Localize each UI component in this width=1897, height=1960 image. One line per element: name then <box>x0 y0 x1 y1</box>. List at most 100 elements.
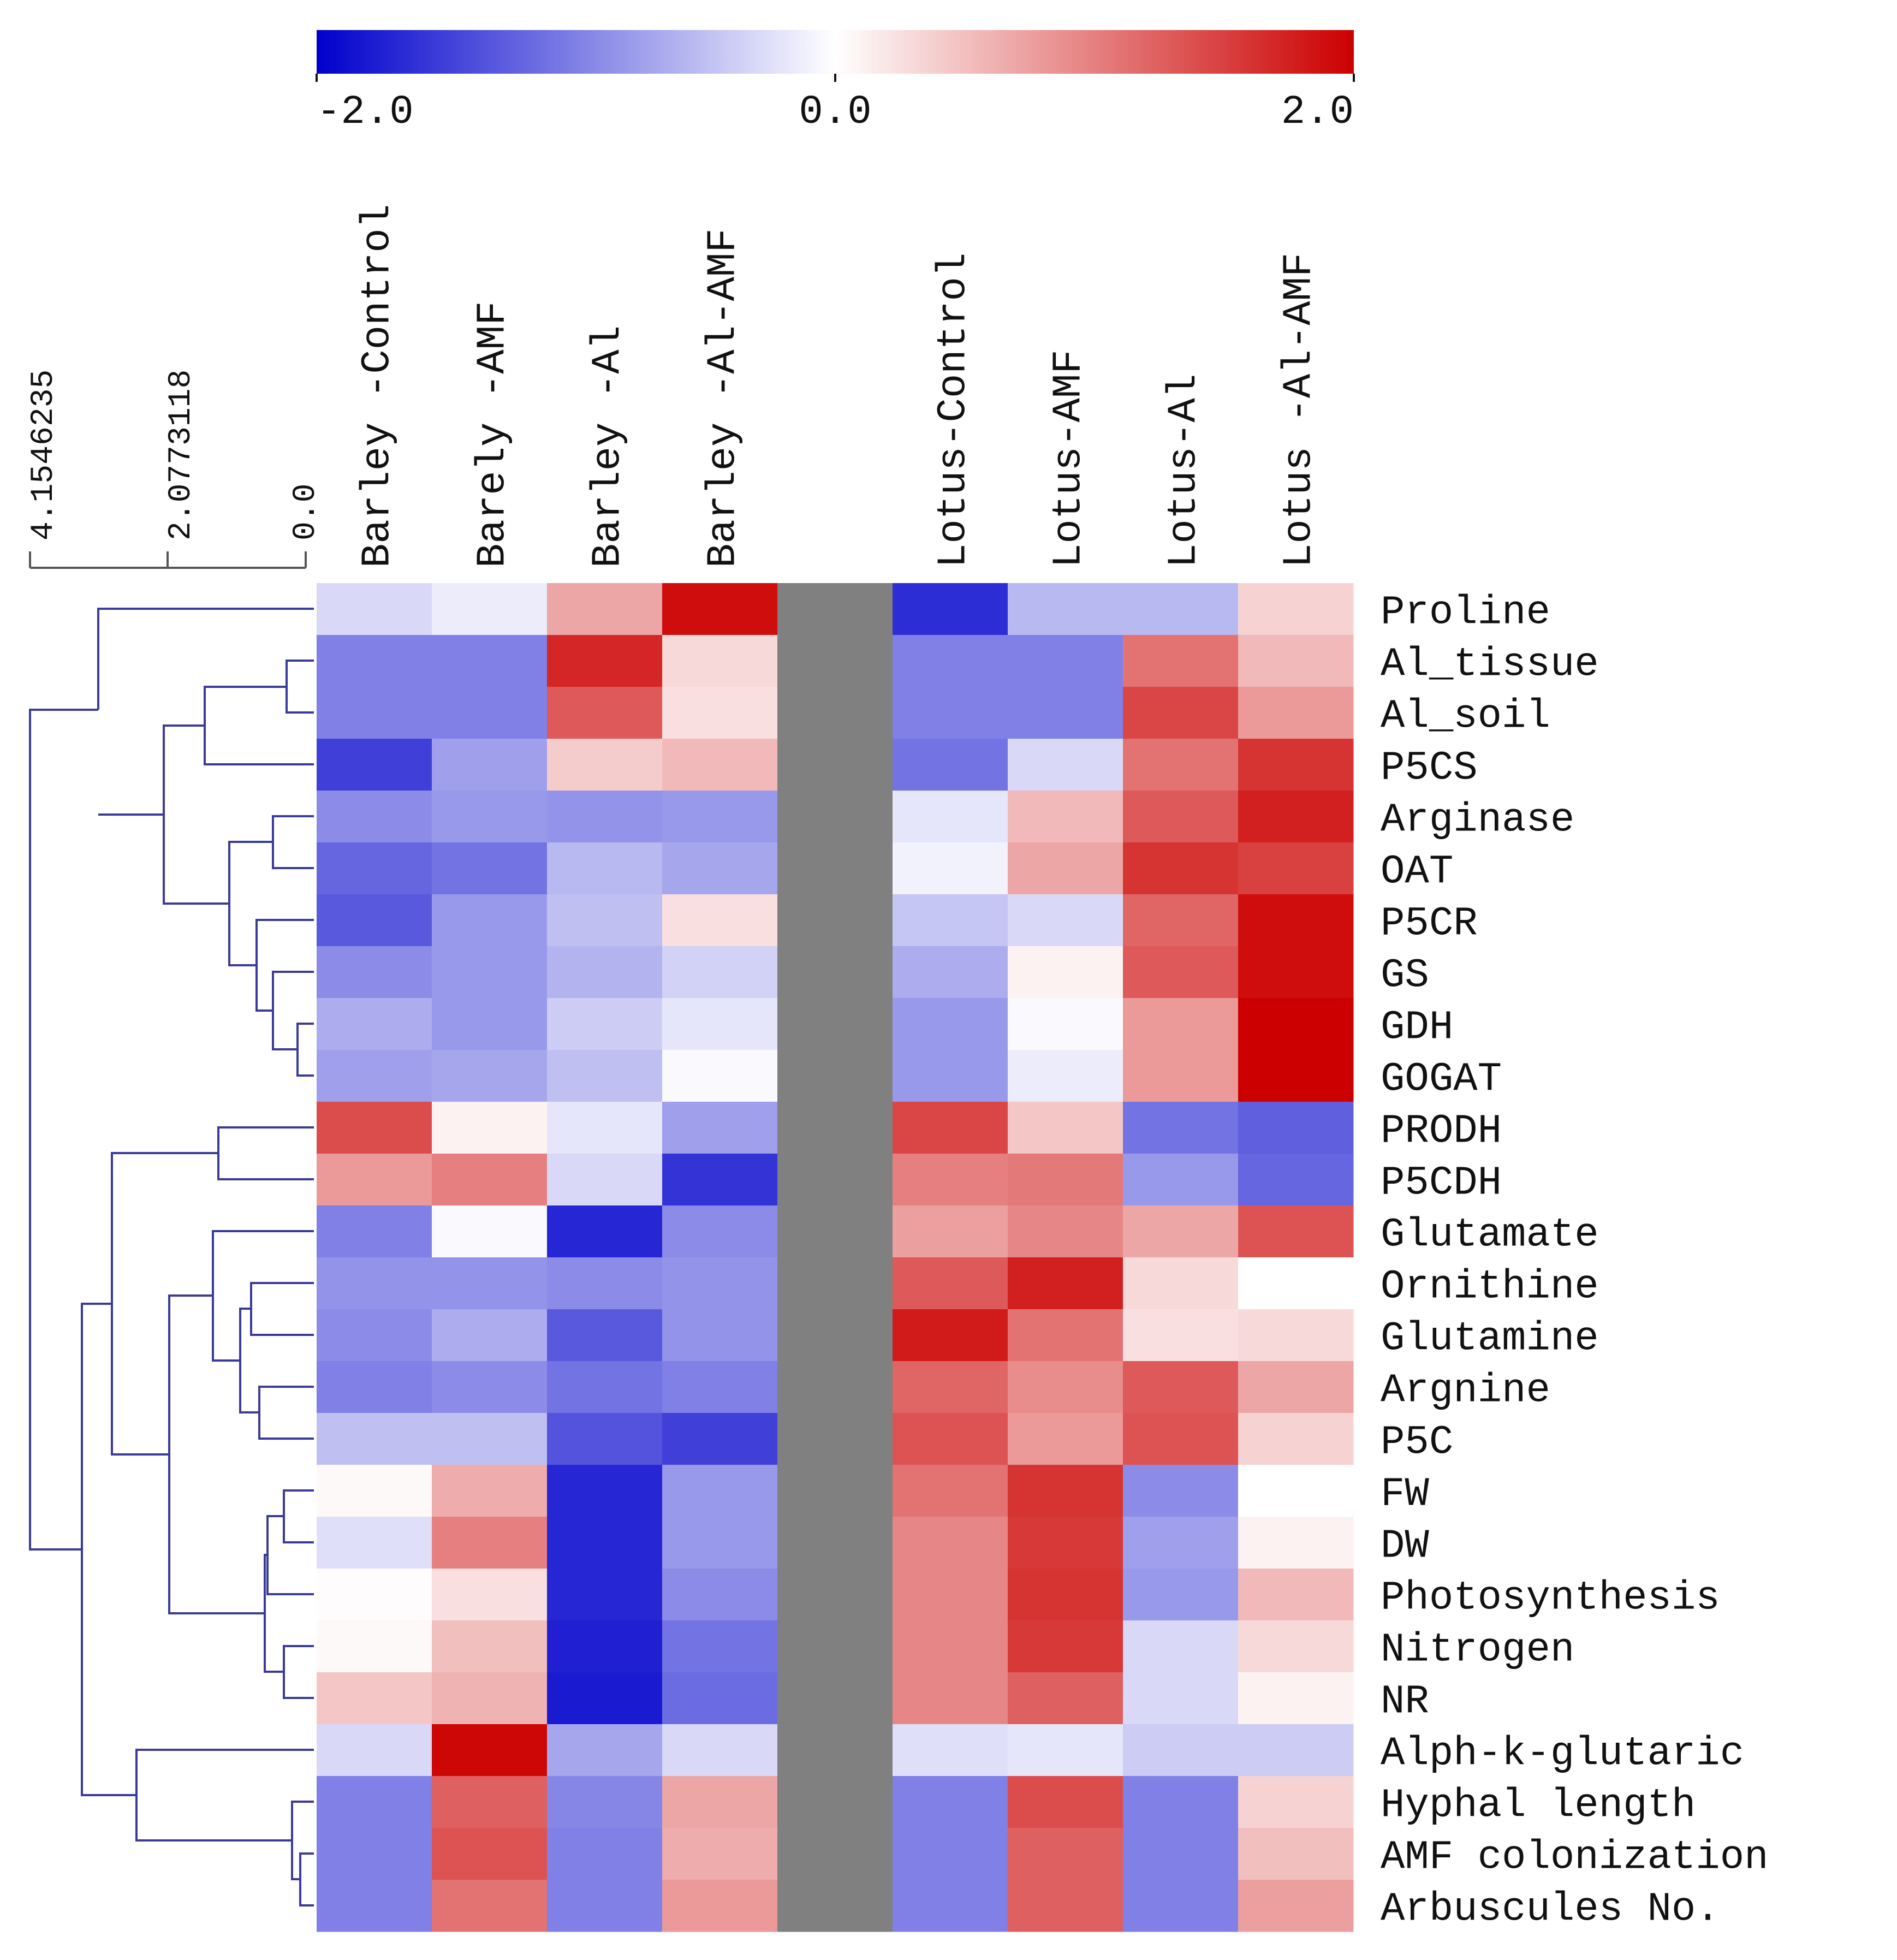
scale-min-label: -2.0 <box>317 90 414 135</box>
heatmap-cell <box>1238 1050 1354 1102</box>
heatmap-cell <box>662 1257 778 1310</box>
heatmap-cell <box>1123 583 1239 635</box>
heatmap-cell <box>432 1776 548 1828</box>
heatmap-cell <box>1238 1672 1354 1725</box>
heatmap-cell <box>662 1465 778 1517</box>
heatmap-cell <box>1008 1620 1123 1673</box>
heatmap-cell <box>893 739 1008 791</box>
heatmap-cell <box>432 1361 548 1413</box>
heatmap-cell-missing <box>777 635 893 687</box>
row-label: Arginase <box>1381 798 1574 844</box>
heatmap-cell <box>317 1309 432 1362</box>
heatmap-cell-missing <box>777 894 893 947</box>
heatmap-cell <box>662 1828 778 1880</box>
heatmap-cell <box>1123 1724 1239 1777</box>
heatmap-cell <box>547 1257 663 1310</box>
heatmap-cell <box>1123 1517 1239 1569</box>
heatmap-cell-missing <box>777 1569 893 1621</box>
heatmap-cell-missing <box>777 1880 893 1932</box>
column-label: Barley -Al-AMF <box>701 228 747 568</box>
row-label: GOGAT <box>1381 1057 1502 1103</box>
heatmap-cell <box>547 1050 663 1102</box>
heatmap-cell <box>547 1724 663 1777</box>
heatmap-cell <box>432 635 548 687</box>
heatmap-cell <box>662 1102 778 1154</box>
heatmap-cell <box>1123 946 1239 999</box>
heatmap-cell <box>1123 1309 1239 1362</box>
heatmap-cell <box>1008 791 1123 843</box>
heatmap-cell <box>432 1050 548 1102</box>
heatmap-cell <box>893 1205 1008 1258</box>
heatmap-cell <box>547 583 663 635</box>
heatmap-cell <box>432 1413 548 1465</box>
heatmap-cell <box>1008 1517 1123 1569</box>
heatmap-cell <box>662 946 778 999</box>
distance-label-mid: 2.0773118 <box>164 370 199 541</box>
heatmap-cell <box>432 791 548 843</box>
heatmap-cell <box>662 894 778 947</box>
dendrogram-distance-axis: 4.1546235 2.0773118 0.0 <box>26 370 324 569</box>
heatmap-cell <box>317 1672 432 1725</box>
heatmap-cell <box>547 1517 663 1569</box>
heatmap-cell <box>662 1050 778 1102</box>
heatmap-cell <box>1008 739 1123 791</box>
heatmap-cell <box>1238 894 1354 947</box>
heatmap-cell <box>432 1257 548 1310</box>
heatmap-cell <box>893 635 1008 687</box>
heatmap-cell-missing <box>777 998 893 1050</box>
heatmap-cell <box>893 1413 1008 1465</box>
heatmap-cell <box>1123 1154 1239 1206</box>
heatmap-cell <box>1238 739 1354 791</box>
heatmap-cell <box>317 635 432 687</box>
heatmap-cell-missing <box>777 1465 893 1517</box>
heatmap-cell <box>432 1880 548 1932</box>
heatmap-cell <box>547 1413 663 1465</box>
heatmap-cell <box>317 998 432 1050</box>
column-label: Lotus-Al <box>1162 374 1208 568</box>
heatmap-cell-missing <box>777 946 893 999</box>
row-label: Photosynthesis <box>1381 1576 1720 1622</box>
heatmap-cell <box>662 1620 778 1673</box>
heatmap-cell <box>893 1517 1008 1569</box>
heatmap-cell <box>1008 687 1123 739</box>
heatmap-cell <box>662 1154 778 1206</box>
heatmap-cell-missing <box>777 1361 893 1413</box>
heatmap-cell <box>317 1569 432 1621</box>
heatmap-cell <box>547 1309 663 1362</box>
heatmap-cell-missing <box>777 583 893 635</box>
row-labels: Proline Al_tissue Al_soil P5CS Arginase OAT P5… <box>1381 590 1769 1933</box>
column-label: Barley -Al <box>586 325 632 568</box>
color-scale-bar <box>317 30 1354 74</box>
heatmap-cell <box>893 1776 1008 1828</box>
heatmap-cell <box>1238 1724 1354 1777</box>
row-label: P5C <box>1381 1420 1453 1466</box>
heatmap-cell <box>317 1776 432 1828</box>
scale-mid-label: 0.0 <box>799 90 871 135</box>
heatmap-cell <box>662 842 778 895</box>
heatmap-cell <box>1238 1309 1354 1362</box>
heatmap-cell <box>662 1309 778 1362</box>
heatmap-cell <box>662 1776 778 1828</box>
heatmap-cell <box>317 946 432 999</box>
heatmap-cell <box>1123 1413 1239 1465</box>
heatmap-cell <box>547 1465 663 1517</box>
heatmap-cell <box>1238 998 1354 1050</box>
heatmap-cell <box>1238 1154 1354 1206</box>
heatmap-cell-missing <box>777 1257 893 1310</box>
row-label: DW <box>1381 1524 1429 1570</box>
heatmap-cell <box>432 583 548 635</box>
heatmap-cell <box>317 1154 432 1206</box>
row-label: Argnine <box>1381 1368 1550 1414</box>
heatmap-cell <box>317 1880 432 1932</box>
heatmap-cell <box>547 635 663 687</box>
heatmap-cell <box>662 791 778 843</box>
heatmap-cell <box>1008 1776 1123 1828</box>
heatmap-cell <box>1238 583 1354 635</box>
heatmap-cell <box>432 894 548 947</box>
heatmap-cell <box>317 1361 432 1413</box>
heatmap-cell <box>662 1413 778 1465</box>
heatmap-cell <box>432 946 548 999</box>
heatmap-cell-missing <box>777 1672 893 1725</box>
column-label: Barley -Control <box>355 204 401 568</box>
